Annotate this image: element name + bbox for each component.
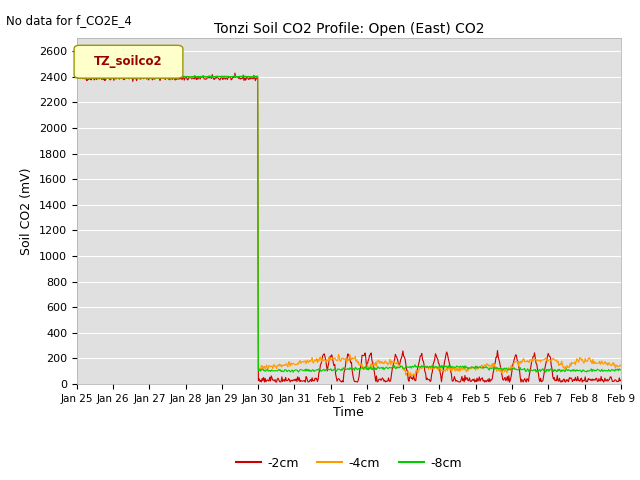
X-axis label: Time: Time — [333, 407, 364, 420]
Title: Tonzi Soil CO2 Profile: Open (East) CO2: Tonzi Soil CO2 Profile: Open (East) CO2 — [214, 22, 484, 36]
Legend: -2cm, -4cm, -8cm: -2cm, -4cm, -8cm — [231, 452, 467, 475]
Text: No data for f_CO2E_4: No data for f_CO2E_4 — [6, 14, 132, 27]
Text: TZ_soilco2: TZ_soilco2 — [94, 55, 163, 68]
FancyBboxPatch shape — [74, 45, 183, 78]
Y-axis label: Soil CO2 (mV): Soil CO2 (mV) — [20, 168, 33, 255]
